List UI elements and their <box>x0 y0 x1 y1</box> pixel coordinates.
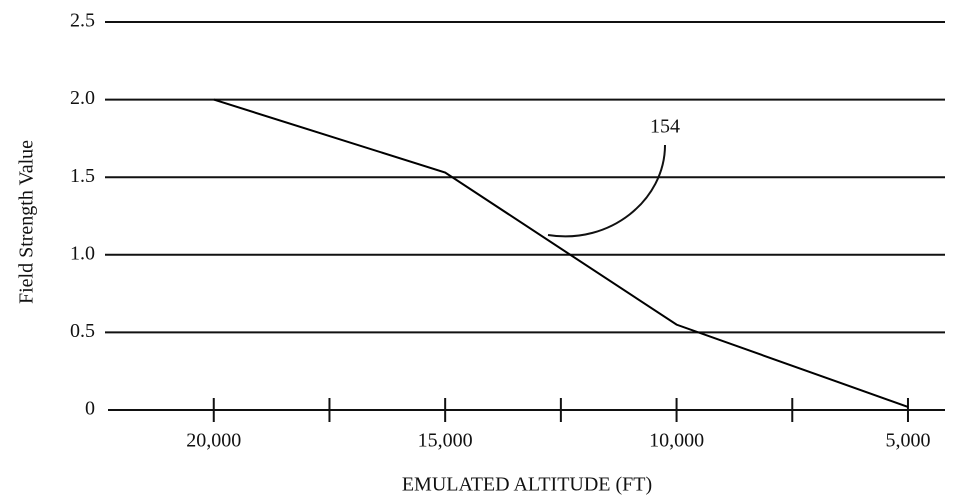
x-tick-label: 15,000 <box>418 430 473 452</box>
annotation: 154 <box>650 116 680 138</box>
y-tick-label: 0.5 <box>70 320 95 342</box>
x-axis-label: EMULATED ALTITUDE (FT) <box>402 474 652 496</box>
x-tick-label: 20,000 <box>186 430 241 452</box>
y-tick-label: 1.0 <box>70 242 95 264</box>
y-tick-label: 1.5 <box>70 165 95 187</box>
x-tick-label: 10,000 <box>649 430 704 452</box>
leader-line <box>547 144 666 238</box>
x-tick-label: 5,000 <box>885 430 930 452</box>
y-axis-label: Field Strength Value <box>16 140 38 304</box>
y-tick-label: 2.0 <box>70 87 95 109</box>
data-line <box>213 98 909 408</box>
y-tick-label: 0 <box>85 398 95 420</box>
y-tick-label: 2.5 <box>70 10 95 32</box>
